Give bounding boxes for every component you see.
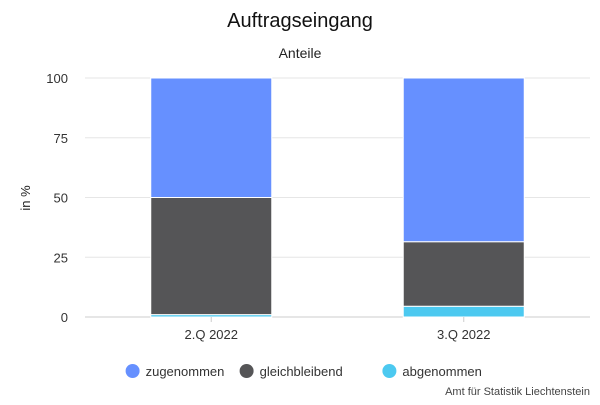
legend-item-zugenommen[interactable]: zugenommen	[125, 364, 225, 379]
y-tick-label: 100	[46, 71, 68, 86]
legend: zugenommen gleichbleibend abgenommen	[125, 364, 482, 379]
y-tick-label: 75	[54, 131, 68, 146]
bar-segment-abgenommen[interactable]	[402, 305, 525, 318]
legend-swatch	[239, 364, 254, 378]
axes: 0 25 50 75 100 2.Q 2022 3.Q 2022	[46, 71, 490, 342]
y-axis-label: in %	[18, 185, 33, 211]
bar-segment-zugenommen[interactable]	[150, 77, 273, 198]
bar-segment-zugenommen[interactable]	[402, 77, 525, 243]
bars	[150, 77, 525, 318]
legend-label: gleichbleibend	[260, 364, 343, 379]
bar-segment-gleichbleibend[interactable]	[150, 197, 273, 316]
legend-item-abgenommen[interactable]: abgenommen	[382, 364, 482, 379]
bar-segment-gleichbleibend[interactable]	[402, 241, 525, 307]
y-tick-label: 25	[54, 250, 68, 265]
chart-title: Auftragseingang	[227, 10, 373, 32]
y-tick-label: 50	[54, 191, 68, 206]
legend-swatch	[382, 364, 397, 378]
legend-item-gleichbleibend[interactable]: gleichbleibend	[239, 364, 343, 379]
y-tick-label: 0	[61, 310, 68, 325]
x-tick-label: 3.Q 2022	[437, 327, 491, 342]
chart-subtitle: Anteile	[279, 45, 322, 61]
legend-label: abgenommen	[402, 364, 482, 379]
x-tick-label: 2.Q 2022	[185, 327, 239, 342]
source-credit: Amt für Statistik Liechtenstein	[445, 386, 590, 398]
legend-label: zugenommen	[146, 364, 225, 379]
legend-swatch	[125, 364, 140, 378]
